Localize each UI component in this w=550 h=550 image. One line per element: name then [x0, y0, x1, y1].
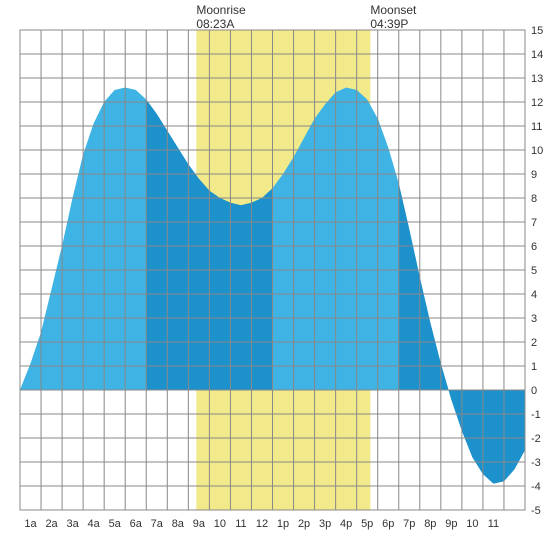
y-tick-label: 8	[531, 193, 537, 205]
x-tick-label: 4p	[340, 518, 352, 530]
y-tick-label: 13	[531, 73, 543, 85]
y-tick-label: 0	[531, 385, 537, 397]
y-tick-label: 5	[531, 265, 537, 277]
y-tick-label: 14	[531, 49, 543, 61]
y-tick-label: -2	[531, 433, 541, 445]
x-tick-label: 3a	[66, 518, 79, 530]
x-tick-label: 9p	[445, 518, 457, 530]
y-tick-label: 3	[531, 313, 537, 325]
y-tick-label: 4	[531, 289, 537, 301]
x-tick-label: 5a	[109, 518, 122, 530]
x-tick-label: 2a	[45, 518, 58, 530]
y-tick-label: -4	[531, 481, 541, 493]
y-tick-label: 1	[531, 361, 537, 373]
x-tick-label: 7a	[151, 518, 164, 530]
y-tick-label: 12	[531, 97, 543, 109]
y-tick-label: 7	[531, 217, 537, 229]
y-tick-label: 11	[531, 121, 542, 133]
x-tick-label: 10	[466, 518, 478, 530]
annotation-time: 04:39P	[370, 17, 408, 31]
y-tick-label: 2	[531, 337, 537, 349]
x-tick-label: 12	[256, 518, 268, 530]
x-tick-label: 1a	[24, 518, 37, 530]
y-tick-label: -1	[531, 409, 541, 421]
x-tick-label: 1p	[277, 518, 289, 530]
x-tick-label: 4a	[88, 518, 101, 530]
annotation-label: Moonset	[370, 3, 417, 17]
annotation-time: 08:23A	[196, 17, 234, 31]
y-tick-label: -3	[531, 457, 541, 469]
y-tick-label: 15	[531, 25, 543, 37]
x-tick-label: 2p	[298, 518, 310, 530]
annotation-label: Moonrise	[196, 3, 246, 17]
y-tick-label: -5	[531, 505, 541, 517]
x-tick-label: 7p	[403, 518, 415, 530]
x-tick-label: 8p	[424, 518, 436, 530]
x-tick-label: 3p	[319, 518, 331, 530]
x-tick-label: 6a	[130, 518, 143, 530]
x-tick-label: 8a	[172, 518, 185, 530]
y-tick-label: 10	[531, 145, 543, 157]
y-tick-label: 6	[531, 241, 537, 253]
x-tick-label: 6p	[382, 518, 394, 530]
x-tick-label: 9a	[193, 518, 206, 530]
x-tick-label: 10	[214, 518, 226, 530]
tide-chart: -5-4-3-2-101234567891011121314151a2a3a4a…	[0, 0, 550, 550]
x-tick-label: 11	[235, 518, 246, 530]
x-tick-label: 5p	[361, 518, 373, 530]
y-tick-label: 9	[531, 169, 537, 181]
x-tick-label: 11	[488, 518, 499, 530]
